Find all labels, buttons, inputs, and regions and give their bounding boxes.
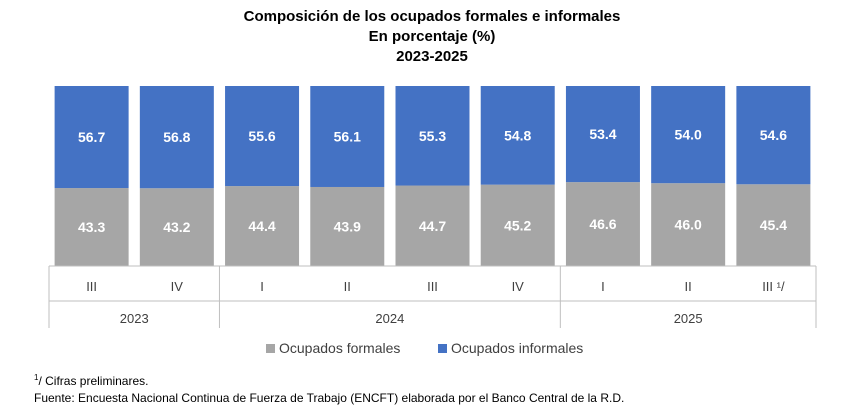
data-label-informales: 56.7 — [78, 129, 105, 145]
legend-swatch — [438, 344, 447, 353]
data-label-informales: 54.0 — [675, 127, 702, 143]
data-label-formales: 43.2 — [163, 219, 190, 235]
data-label-formales: 45.4 — [760, 217, 787, 233]
bar-informales — [651, 86, 726, 184]
legend-label: Ocupados formales — [279, 340, 400, 356]
data-label-informales: 56.1 — [334, 128, 361, 144]
data-label-informales: 56.8 — [163, 129, 190, 145]
bar-informales — [225, 86, 300, 187]
x-year-label: 2023 — [120, 311, 149, 326]
data-label-formales: 46.6 — [589, 216, 616, 232]
bar-informales — [736, 86, 811, 185]
data-label-formales: 43.3 — [78, 219, 105, 235]
bar-informales — [480, 86, 555, 185]
x-year-label: 2025 — [674, 311, 703, 326]
bar-formales — [225, 186, 300, 266]
legend-label: Ocupados informales — [451, 340, 583, 356]
x-tick-label: II — [685, 279, 692, 294]
chart-title: Composición de los ocupados formales e i… — [244, 8, 621, 25]
bar-informales — [139, 86, 214, 189]
bar-formales — [310, 186, 385, 266]
data-label-informales: 55.3 — [419, 128, 446, 144]
data-label-informales: 53.4 — [589, 126, 616, 142]
x-tick-label: III — [86, 279, 97, 294]
chart-subtitle: En porcentaje (%) — [369, 28, 496, 45]
x-tick-label: III ¹/ — [762, 279, 785, 294]
source-note: Fuente: Encuesta Nacional Continua de Fu… — [34, 391, 624, 405]
data-label-formales: 45.2 — [504, 217, 531, 233]
data-label-formales: 44.4 — [248, 218, 275, 234]
bar-formales — [395, 185, 470, 266]
bar-informales — [565, 86, 640, 183]
x-tick-label: I — [260, 279, 264, 294]
data-label-informales: 54.6 — [760, 127, 787, 143]
x-year-label: 2024 — [375, 311, 404, 326]
x-tick-label: II — [344, 279, 351, 294]
bar-informales — [54, 86, 129, 189]
bar-formales — [565, 182, 640, 266]
x-tick-label: I — [601, 279, 605, 294]
bar-formales — [480, 184, 555, 266]
bar-formales — [54, 188, 129, 266]
data-label-formales: 44.7 — [419, 218, 446, 234]
bar-informales — [310, 86, 385, 187]
data-label-formales: 46.0 — [675, 217, 702, 233]
bar-informales — [395, 86, 470, 186]
legend: Ocupados formales Ocupados informales — [266, 340, 583, 356]
chart-period: 2023-2025 — [396, 48, 468, 65]
bar-formales — [139, 188, 214, 266]
x-tick-label: III — [427, 279, 438, 294]
data-label-informales: 54.8 — [504, 127, 531, 143]
bars-group: 43.3 56.7 43.2 56.8 44.4 55.6 43.9 56.1 44.7 55.3… — [54, 86, 811, 266]
data-label-informales: 55.6 — [248, 128, 275, 144]
footnote: 1/ Cifras preliminares. — [34, 373, 148, 388]
legend-swatch — [266, 344, 275, 353]
x-tick-label: IV — [171, 279, 184, 294]
bar-formales — [736, 184, 811, 266]
category-axis: III IV I II III IV I II III ¹/2023 2024 2025 — [48, 265, 817, 328]
x-tick-label: IV — [512, 279, 525, 294]
data-label-formales: 43.9 — [334, 218, 361, 234]
bar-formales — [651, 183, 726, 266]
